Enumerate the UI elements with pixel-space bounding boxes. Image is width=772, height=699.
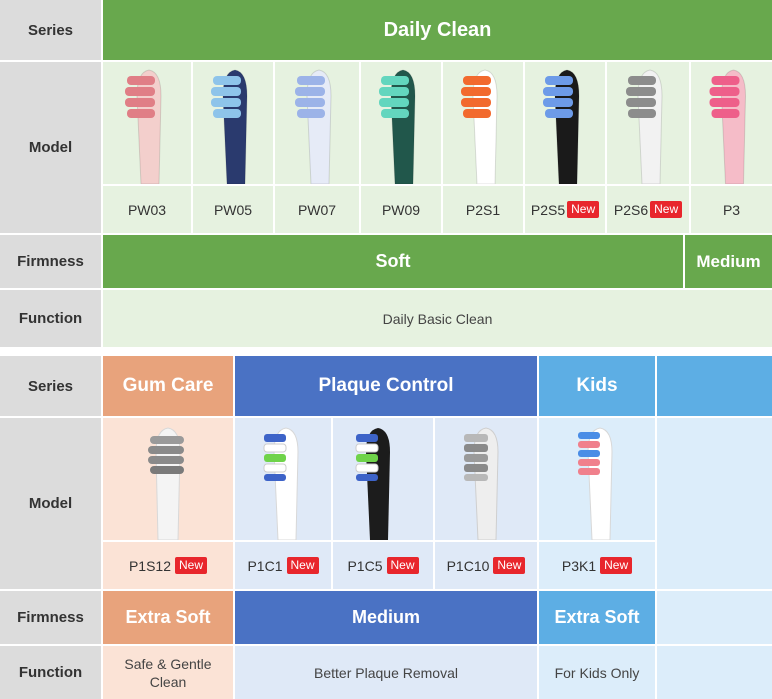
model-image-cell-p3 (691, 62, 772, 184)
model-name-cell-p3k1: P3K1 New (539, 542, 655, 589)
new-badge: New (175, 557, 208, 574)
model-name: P2S5 (530, 201, 566, 218)
model-name-cell-p2s5: P2S5 New (525, 186, 605, 233)
model-name: P2S6 (613, 201, 649, 218)
model-name: P2S1 (465, 201, 501, 218)
model-name-cell-p3: P3 (691, 186, 772, 233)
model-image-cell-pw03 (103, 62, 191, 184)
bottom-model-label: Model (0, 418, 101, 589)
model-image-cell-pw09 (361, 62, 441, 184)
model-name: PW05 (213, 201, 253, 218)
series-gum-care: Gum Care (103, 356, 233, 416)
model-name: PW03 (127, 201, 167, 218)
series-daily-clean: Daily Clean (103, 0, 772, 60)
firmness-empty (657, 591, 772, 644)
model-name-cell-p1c10: P1C10 New (435, 542, 537, 589)
top-function-label: Function (0, 290, 101, 347)
new-badge: New (286, 557, 319, 574)
model-name: P3K1 (561, 557, 597, 574)
model-name-cell-pw05: PW05 (193, 186, 273, 233)
toothbrush-head-p1c1-image (263, 427, 299, 540)
model-name: P1C5 (347, 557, 383, 574)
function-plaque-control: Better Plaque Removal (235, 646, 537, 699)
bottom-firmness-label: Firmness (0, 591, 101, 644)
firmness-kids: Extra Soft (539, 591, 655, 644)
firmness-gum-care: Extra Soft (103, 591, 233, 644)
model-name: P1C1 (247, 557, 283, 574)
model-name: P1S12 (128, 557, 172, 574)
toothbrush-head-p1c10-image (464, 427, 499, 540)
toothbrush-head-pw03-image (125, 69, 162, 184)
series-plaque-control: Plaque Control (235, 356, 537, 416)
toothbrush-head-pw09-image (379, 69, 416, 184)
toothbrush-head-p1c5-image (355, 428, 390, 540)
top-series-label: Series (0, 0, 101, 60)
model-name: P1C10 (446, 557, 490, 574)
model-name: P3 (722, 201, 741, 218)
model-image-cell-p2s5 (525, 62, 605, 184)
model-name: PW07 (297, 201, 337, 218)
model-image-cell-p2s1 (443, 62, 523, 184)
toothbrush-head-p3k1-image (578, 427, 613, 540)
toothbrush-head-p2s5-image (543, 69, 580, 184)
bottom-function-label: Function (0, 646, 101, 699)
model-name-cell-pw07: PW07 (275, 186, 359, 233)
new-badge: New (650, 201, 683, 218)
model-name-cell-p2s1: P2S1 (443, 186, 523, 233)
new-badge: New (386, 557, 419, 574)
model-name-cell-pw03: PW03 (103, 186, 191, 233)
firmness-soft: Soft (103, 235, 683, 288)
top-firmness-label: Firmness (0, 235, 101, 288)
model-name-cell-p2s6: P2S6 New (607, 186, 689, 233)
series-empty (657, 356, 772, 416)
series-kids: Kids (539, 356, 655, 416)
new-badge: New (493, 557, 526, 574)
bottom-series-label: Series (0, 356, 101, 416)
firmness-plaque-control: Medium (235, 591, 537, 644)
toothbrush-head-p1s12-image (148, 427, 184, 540)
toothbrush-head-p2s6-image (626, 69, 663, 184)
firmness-medium: Medium (685, 235, 772, 288)
model-image-cell-pw07 (275, 62, 359, 184)
toothbrush-head-pw07-image (295, 69, 332, 184)
model-image-cell-p2s6 (607, 62, 689, 184)
model-image-cell-empty (657, 418, 772, 589)
new-badge: New (567, 201, 600, 218)
function-empty (657, 646, 772, 699)
model-name-cell-p1c1: P1C1 New (235, 542, 331, 589)
function-daily-basic-clean: Daily Basic Clean (103, 290, 772, 347)
model-name: PW09 (381, 201, 421, 218)
toothbrush-head-p3-image (709, 69, 747, 184)
toothbrush-head-p2s1-image (461, 69, 498, 184)
top-model-label: Model (0, 62, 101, 233)
new-badge: New (600, 557, 633, 574)
function-kids: For Kids Only (539, 646, 655, 699)
model-name-cell-p1s12: P1S12 New (103, 542, 233, 589)
model-name-cell-pw09: PW09 (361, 186, 441, 233)
function-gum-care: Safe & Gentle Clean (103, 646, 233, 699)
model-name-cell-p1c5: P1C5 New (333, 542, 433, 589)
model-image-cell-pw05 (193, 62, 273, 184)
toothbrush-head-pw05-image (211, 69, 248, 184)
